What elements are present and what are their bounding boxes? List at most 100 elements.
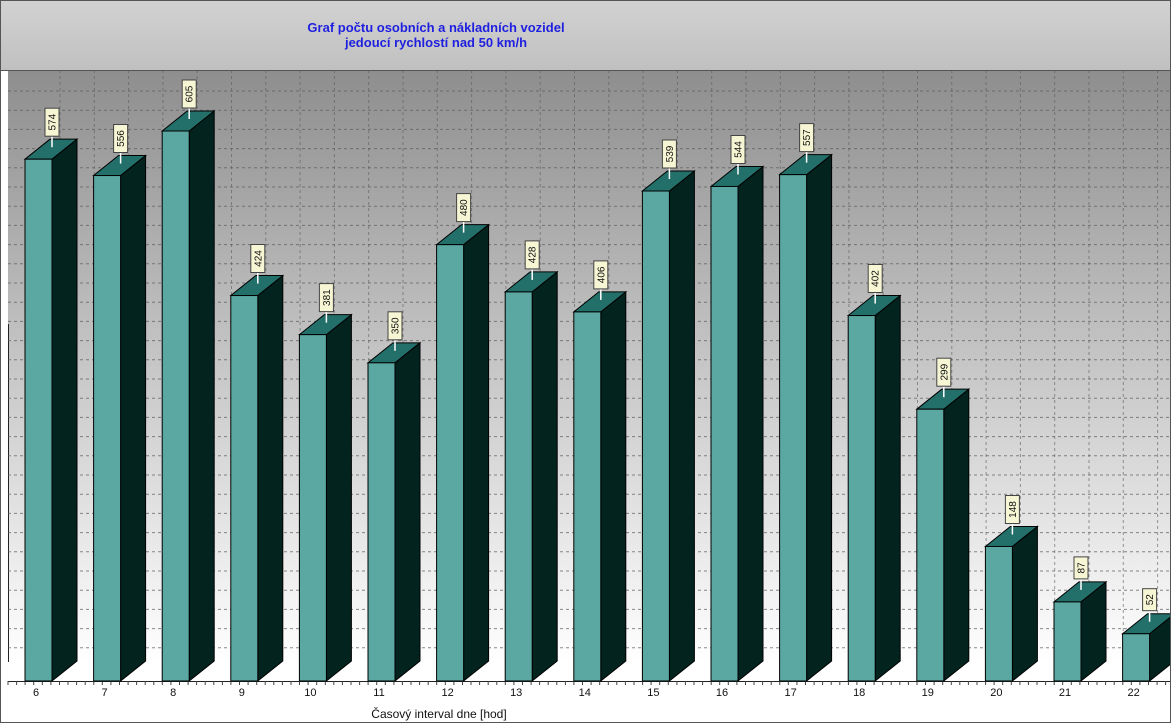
data-label-box bbox=[1004, 495, 1020, 524]
bar-6 bbox=[23, 138, 79, 683]
bar-side-face bbox=[394, 341, 421, 683]
bar-side-face bbox=[1011, 525, 1038, 683]
bar-side-face bbox=[943, 388, 970, 683]
data-label-box bbox=[799, 123, 815, 153]
bar-front-face bbox=[573, 311, 602, 682]
data-label-text: 539 bbox=[665, 145, 676, 162]
bar-13 bbox=[503, 270, 559, 683]
x-tick-label: 20 bbox=[990, 687, 1002, 699]
x-tick-label: 15 bbox=[647, 687, 659, 699]
data-label: 480 bbox=[456, 193, 472, 223]
bar-21 bbox=[1052, 580, 1108, 683]
data-label: 574 bbox=[44, 107, 60, 137]
x-tick-label: 14 bbox=[579, 687, 591, 699]
bar-front-face bbox=[436, 244, 465, 682]
x-tick-label: 22 bbox=[1127, 687, 1139, 699]
bar-18 bbox=[846, 294, 902, 683]
data-label: 350 bbox=[387, 311, 403, 341]
x-tick-label: 9 bbox=[239, 687, 245, 699]
data-label-text: 428 bbox=[528, 246, 539, 263]
data-label-box bbox=[318, 283, 334, 313]
bar-front-face bbox=[710, 185, 739, 682]
data-label-box bbox=[250, 244, 266, 273]
x-tick-label: 11 bbox=[373, 687, 384, 699]
x-tick-label: 7 bbox=[102, 687, 108, 699]
data-label-box bbox=[44, 107, 60, 137]
x-tick-marks bbox=[7, 681, 1167, 685]
bar-front-face bbox=[161, 130, 190, 682]
x-tick-label: 6 bbox=[33, 687, 39, 699]
bar-front-face bbox=[779, 174, 808, 682]
data-label: 299 bbox=[936, 357, 952, 387]
bar-20 bbox=[983, 525, 1039, 683]
bar-front-face bbox=[298, 334, 327, 682]
bar-side-face bbox=[257, 274, 284, 683]
bar-front-face bbox=[24, 158, 53, 682]
bar-front-face bbox=[847, 315, 876, 682]
data-label-box bbox=[113, 124, 129, 153]
bar-front-face bbox=[916, 408, 945, 682]
data-label: 87 bbox=[1073, 556, 1089, 580]
data-label-text: 402 bbox=[871, 270, 882, 287]
x-tick-label: 13 bbox=[510, 687, 522, 699]
x-tick-label: 16 bbox=[716, 687, 728, 699]
bar-side-face bbox=[737, 165, 764, 683]
data-label-box bbox=[867, 264, 883, 293]
data-label-text: 52 bbox=[1145, 594, 1156, 606]
data-label-text: 544 bbox=[734, 141, 745, 158]
data-label-box bbox=[1142, 588, 1158, 612]
x-tick-label: 18 bbox=[853, 687, 865, 699]
data-label-text: 424 bbox=[253, 250, 264, 267]
bar-front-face bbox=[504, 291, 533, 682]
bar-side-face bbox=[120, 154, 147, 683]
data-label-text: 299 bbox=[939, 363, 950, 380]
data-label-box bbox=[730, 135, 746, 164]
bar-side-face bbox=[600, 290, 627, 683]
data-label-box bbox=[524, 240, 540, 270]
chart-subtitle: jedoucí rychlostí nad 50 km/h bbox=[344, 35, 527, 50]
data-label-box bbox=[936, 357, 952, 387]
chart-header bbox=[0, 0, 1171, 71]
bars bbox=[23, 109, 1171, 683]
bar-front-face bbox=[230, 295, 259, 682]
bar-19 bbox=[915, 388, 971, 683]
x-tick-labels: 6 7 8 9 10 11 12 13 14 15 16 17 18 19 20 21 22 bbox=[33, 687, 1140, 699]
bar-side-face bbox=[806, 153, 833, 683]
data-label-text: 148 bbox=[1008, 501, 1019, 518]
bar-17 bbox=[778, 153, 834, 683]
bar-9 bbox=[229, 274, 285, 683]
bar-side-face bbox=[463, 223, 490, 683]
bar-front-face bbox=[93, 175, 122, 682]
data-label-box bbox=[593, 260, 609, 290]
bar-side-face bbox=[51, 138, 78, 683]
bar-front-face bbox=[641, 190, 670, 682]
data-label-box bbox=[456, 193, 472, 223]
bar-side-face bbox=[188, 109, 215, 683]
bar-side-face bbox=[668, 169, 695, 683]
data-labels: 574 556 605 424 381 350 480 428 406 539 544 557 402 2… bbox=[44, 79, 1158, 622]
data-label-box bbox=[1073, 556, 1089, 580]
data-label-text: 605 bbox=[185, 85, 196, 102]
data-label-text: 556 bbox=[116, 130, 127, 147]
bar-15 bbox=[640, 169, 696, 683]
data-label: 424 bbox=[250, 244, 266, 273]
data-label: 148 bbox=[1004, 495, 1020, 524]
bar-12 bbox=[435, 223, 491, 683]
data-label: 428 bbox=[524, 240, 540, 270]
x-tick-label: 10 bbox=[304, 687, 316, 699]
data-label: 402 bbox=[867, 264, 883, 293]
x-tick-label: 12 bbox=[441, 687, 453, 699]
bar-16 bbox=[709, 165, 765, 683]
data-label-text: 557 bbox=[802, 129, 813, 146]
x-tick-label: 8 bbox=[170, 687, 176, 699]
x-axis-title: Časový interval dne [hod] bbox=[371, 706, 506, 721]
data-label-text: 574 bbox=[48, 113, 59, 130]
data-label: 557 bbox=[799, 123, 815, 153]
bar-14 bbox=[572, 290, 628, 683]
bar-7 bbox=[92, 154, 148, 683]
data-label: 406 bbox=[593, 260, 609, 290]
data-label-box bbox=[181, 79, 197, 109]
x-tick-label: 19 bbox=[922, 687, 934, 699]
data-label-box bbox=[387, 311, 403, 341]
